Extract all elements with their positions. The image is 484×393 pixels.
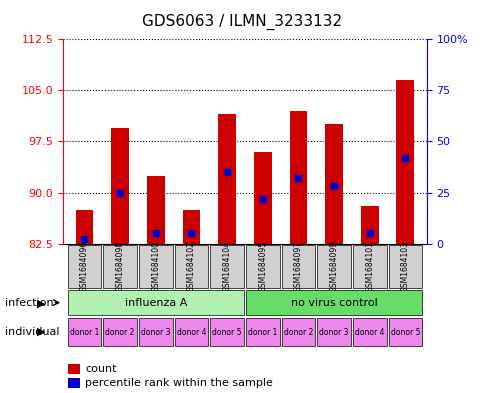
Text: ▶: ▶ xyxy=(37,327,45,337)
Text: donor 5: donor 5 xyxy=(212,328,242,336)
Text: ▶: ▶ xyxy=(37,298,45,309)
Text: GSM1684095: GSM1684095 xyxy=(257,241,267,292)
Text: GSM1684101: GSM1684101 xyxy=(364,241,374,292)
Text: GSM1684100: GSM1684100 xyxy=(151,241,160,292)
Bar xyxy=(324,125,342,244)
FancyBboxPatch shape xyxy=(103,318,136,346)
Text: individual: individual xyxy=(5,327,59,337)
FancyBboxPatch shape xyxy=(210,244,243,288)
Bar xyxy=(76,209,93,244)
Text: donor 1: donor 1 xyxy=(70,328,99,336)
Text: GSM1684098: GSM1684098 xyxy=(115,241,124,292)
FancyBboxPatch shape xyxy=(388,318,421,346)
Text: GSM1684103: GSM1684103 xyxy=(400,241,409,292)
Bar xyxy=(395,80,413,244)
Text: donor 5: donor 5 xyxy=(390,328,419,336)
Text: GSM1684099: GSM1684099 xyxy=(329,241,338,292)
Text: no virus control: no virus control xyxy=(290,298,377,308)
Text: GSM1684102: GSM1684102 xyxy=(186,241,196,292)
Text: infection: infection xyxy=(5,298,53,309)
FancyBboxPatch shape xyxy=(317,244,350,288)
Bar xyxy=(147,176,165,244)
Bar xyxy=(289,111,307,244)
Text: donor 4: donor 4 xyxy=(176,328,206,336)
FancyBboxPatch shape xyxy=(174,318,208,346)
FancyBboxPatch shape xyxy=(210,318,243,346)
FancyBboxPatch shape xyxy=(317,318,350,346)
FancyBboxPatch shape xyxy=(103,244,136,288)
Bar xyxy=(111,128,129,244)
Text: donor 3: donor 3 xyxy=(318,328,348,336)
FancyBboxPatch shape xyxy=(388,244,421,288)
Text: donor 3: donor 3 xyxy=(141,328,170,336)
Text: GDS6063 / ILMN_3233132: GDS6063 / ILMN_3233132 xyxy=(142,14,342,30)
Text: donor 2: donor 2 xyxy=(283,328,313,336)
FancyBboxPatch shape xyxy=(68,290,243,315)
FancyBboxPatch shape xyxy=(68,244,101,288)
FancyBboxPatch shape xyxy=(352,318,386,346)
Text: donor 2: donor 2 xyxy=(105,328,135,336)
FancyBboxPatch shape xyxy=(139,244,172,288)
Text: donor 4: donor 4 xyxy=(354,328,384,336)
Text: count: count xyxy=(85,364,116,375)
Text: influenza A: influenza A xyxy=(124,298,186,308)
FancyBboxPatch shape xyxy=(245,318,279,346)
FancyBboxPatch shape xyxy=(245,290,421,315)
FancyBboxPatch shape xyxy=(245,244,279,288)
Bar xyxy=(182,209,200,244)
Text: GSM1684097: GSM1684097 xyxy=(293,241,302,292)
FancyBboxPatch shape xyxy=(68,318,101,346)
FancyBboxPatch shape xyxy=(281,244,315,288)
Text: donor 1: donor 1 xyxy=(247,328,277,336)
FancyBboxPatch shape xyxy=(281,318,315,346)
Bar xyxy=(218,114,236,244)
FancyBboxPatch shape xyxy=(139,318,172,346)
FancyBboxPatch shape xyxy=(174,244,208,288)
Bar xyxy=(360,206,378,244)
Text: percentile rank within the sample: percentile rank within the sample xyxy=(85,378,272,388)
Text: GSM1684096: GSM1684096 xyxy=(80,241,89,292)
Bar xyxy=(253,152,271,244)
FancyBboxPatch shape xyxy=(352,244,386,288)
Text: GSM1684104: GSM1684104 xyxy=(222,241,231,292)
